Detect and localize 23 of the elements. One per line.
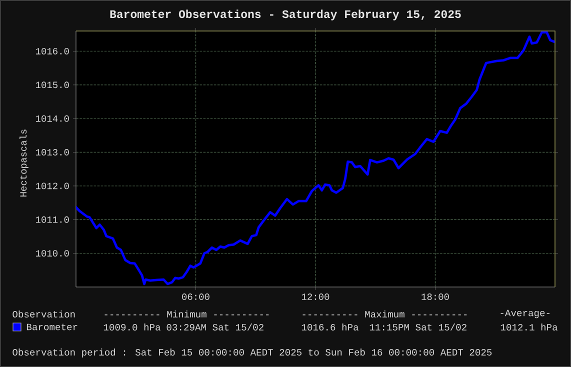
y-tick-label: 1016.0	[36, 48, 69, 54]
y-tick-label: 1011.0	[36, 216, 69, 223]
text: Observation period : Sat Feb 15 00:00:00 AEDT 2025 to Sun Feb 16 00:00:00 AEDT 2025	[12, 348, 492, 358]
y-tick-label: 1012.0	[36, 182, 69, 190]
text: 11:15PM Sat 15/02	[370, 323, 466, 331]
text: -Average-	[500, 310, 550, 318]
y-tick-label: 1010.0	[36, 250, 69, 257]
x-tick-label: 12:00	[302, 294, 330, 300]
x-tick-label: 18:00	[422, 294, 449, 300]
text: 03:29AM Sat 15/02	[166, 323, 264, 331]
y-tick-label: 1014.0	[36, 115, 69, 122]
legend-label: Barometer	[26, 324, 78, 330]
text: 1009.0 hPa	[104, 323, 160, 331]
chart-title: Barometer Observations - Saturday February 15, 2025	[110, 10, 461, 20]
y-tick-label: 1015.0	[36, 82, 69, 88]
text: ---------- Minimum ----------	[104, 310, 269, 318]
y-tick-label: 1013.0	[36, 149, 69, 156]
x-tick-label: 06:00	[182, 294, 210, 300]
text: Observation	[12, 310, 75, 318]
text: ---------- Maximum ----------	[302, 310, 467, 318]
text: 1016.6 hPa	[302, 323, 358, 331]
text: 1012.1 hPa	[500, 323, 558, 331]
y-axis-title: Hectopascals	[20, 130, 28, 196]
